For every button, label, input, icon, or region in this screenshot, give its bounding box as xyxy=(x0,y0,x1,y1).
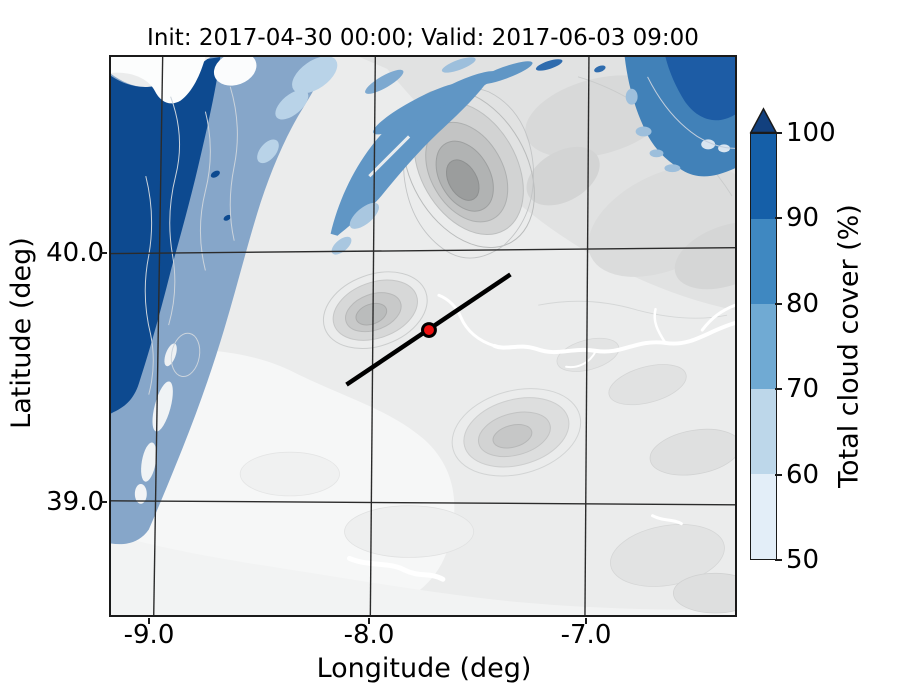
colorbar-segment xyxy=(751,134,776,219)
colorbar-tick xyxy=(775,388,782,391)
colorbar-tick-label: 50 xyxy=(786,545,820,575)
x-tick-label: -7.0 xyxy=(560,620,612,650)
colorbar-segment xyxy=(751,304,776,389)
terrain-layer xyxy=(111,57,735,615)
river-lines xyxy=(346,293,735,582)
axis-tick xyxy=(368,618,370,624)
cloud-cover-layer xyxy=(111,57,735,545)
colorbar-bar xyxy=(750,133,777,560)
colorbar-ticks: 100 90 80 70 60 50 xyxy=(750,108,836,575)
colorbar-segment xyxy=(751,474,776,559)
x-tick-label: -8.0 xyxy=(343,620,395,650)
colorbar-tick-label: 60 xyxy=(786,459,820,490)
x-axis-label: Longitude (deg) xyxy=(316,653,532,684)
colorbar-tick xyxy=(775,473,782,476)
colorbar-tick-label: 100 xyxy=(786,118,836,148)
colorbar-tick xyxy=(775,132,782,134)
grid-lines xyxy=(111,57,735,615)
colorbar-tick-label: 80 xyxy=(786,288,820,319)
y-tick-label: 39.0 xyxy=(46,487,104,517)
colorbar-segment xyxy=(751,389,776,474)
colorbar-label: Total cloud cover (%) xyxy=(833,204,865,488)
map-canvas xyxy=(111,57,735,615)
map-plot-area xyxy=(109,55,737,617)
colorbar-tick-label: 90 xyxy=(786,203,820,234)
colorbar-segment xyxy=(751,219,776,304)
plot-title: Init: 2017-04-30 00:00; Valid: 2017-06-0… xyxy=(147,25,699,51)
colorbar-tick-label: 70 xyxy=(786,374,820,405)
colorbar: 100 90 80 70 60 50 xyxy=(749,107,836,575)
trajectory-overlay xyxy=(345,272,512,387)
y-axis-label: Latitude (deg) xyxy=(6,237,37,429)
location-marker xyxy=(421,322,437,338)
y-tick-label: 40.0 xyxy=(46,238,104,268)
colorbar-extend-arrow-shape xyxy=(749,107,778,134)
colorbar-extend-arrow xyxy=(749,107,778,134)
x-tick-label: -9.0 xyxy=(123,620,175,650)
axis-tick xyxy=(100,501,107,503)
axis-tick xyxy=(100,252,107,254)
colorbar-tick xyxy=(775,217,782,220)
colorbar-segments xyxy=(751,134,776,559)
colorbar-tick xyxy=(775,302,782,305)
axis-tick xyxy=(148,618,150,624)
axis-tick xyxy=(585,618,587,624)
colorbar-tick xyxy=(775,559,782,561)
